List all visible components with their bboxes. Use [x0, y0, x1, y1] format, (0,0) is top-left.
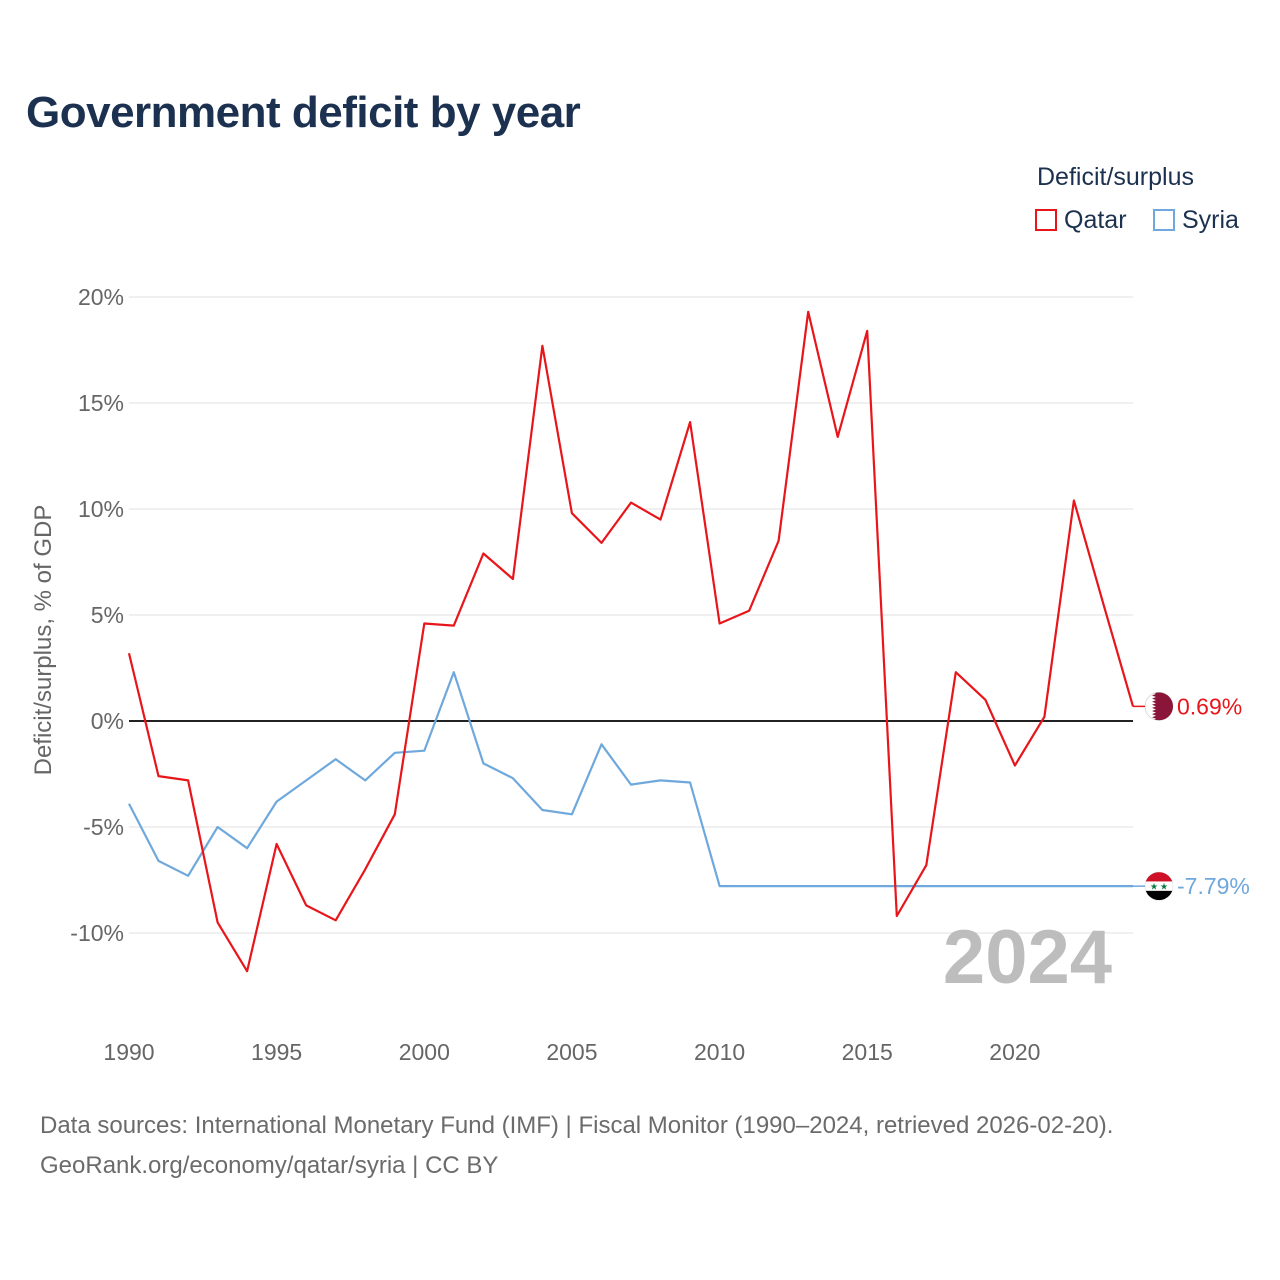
series-layer — [127, 310, 1135, 973]
legend-label-qatar: Qatar — [1064, 205, 1127, 234]
series-line-qatar — [127, 310, 1135, 973]
x-tick-label: 2005 — [546, 1039, 597, 1065]
y-tick-label: 15% — [78, 390, 124, 416]
legend-label-syria: Syria — [1182, 205, 1239, 234]
y-tick-label: 0% — [91, 708, 124, 734]
x-tick-label: 2000 — [399, 1039, 450, 1065]
end-label-layer: 0.69%★ ★ -7.79% — [1133, 691, 1250, 901]
y-tick-label: -5% — [83, 814, 124, 840]
flag-star: ★ — [1160, 883, 1168, 893]
x-tick-label: 1995 — [251, 1039, 302, 1065]
series-line-syria — [128, 671, 1133, 888]
flag-serration — [1145, 692, 1156, 721]
axis-layer: 20% 15% 10% 5% 0% -5% -10% 1990 1995 2000 2005 2010… — [70, 284, 1133, 1065]
grid-layer — [129, 296, 1133, 934]
y-tick-label: 5% — [91, 602, 124, 628]
x-tick-label: 1990 — [103, 1039, 154, 1065]
legend-title: Deficit/surplus — [1037, 163, 1194, 191]
y-axis-label: Deficit/surplus, % of GDP — [30, 505, 57, 776]
flag-stripe-black — [1145, 890, 1173, 901]
year-watermark: 2024 — [943, 915, 1112, 1000]
syria-flag-icon: ★ ★ — [1144, 871, 1174, 901]
flag-outline — [1144, 871, 1174, 901]
legend-swatch-qatar — [1035, 209, 1057, 231]
legend-item-qatar[interactable]: Qatar — [1035, 205, 1127, 235]
source-link[interactable]: GeoRank.org/economy/qatar/syria | CC BY — [40, 1152, 499, 1179]
flag-outline — [1144, 691, 1174, 721]
qatar-flag-icon — [1144, 691, 1174, 721]
y-tick-label: -10% — [70, 920, 124, 946]
flag-stripe-red — [1145, 872, 1173, 882]
footer: Data sources: International Monetary Fun… — [40, 1106, 1113, 1186]
x-tick-label: 2020 — [989, 1039, 1040, 1065]
x-tick-label: 2015 — [842, 1039, 893, 1065]
y-tick-label: 20% — [78, 284, 124, 310]
end-value-label-syria: -7.79% — [1177, 873, 1250, 899]
x-tick-label: 2010 — [694, 1039, 745, 1065]
y-tick-label: 10% — [78, 496, 124, 522]
legend-swatch-syria — [1153, 209, 1175, 231]
data-sources-text: Data sources: International Monetary Fun… — [40, 1112, 1114, 1139]
flag-star: ★ — [1150, 883, 1158, 893]
flag-stripe-white — [1145, 881, 1173, 891]
chart-title: Government deficit by year — [26, 88, 581, 137]
legend-item-syria[interactable]: Syria — [1153, 205, 1239, 235]
line-chart: 20% 15% 10% 5% 0% -5% -10% 1990 1995 2000 2005 2010… — [30, 284, 1250, 1065]
end-value-label-qatar: 0.69% — [1177, 693, 1242, 719]
